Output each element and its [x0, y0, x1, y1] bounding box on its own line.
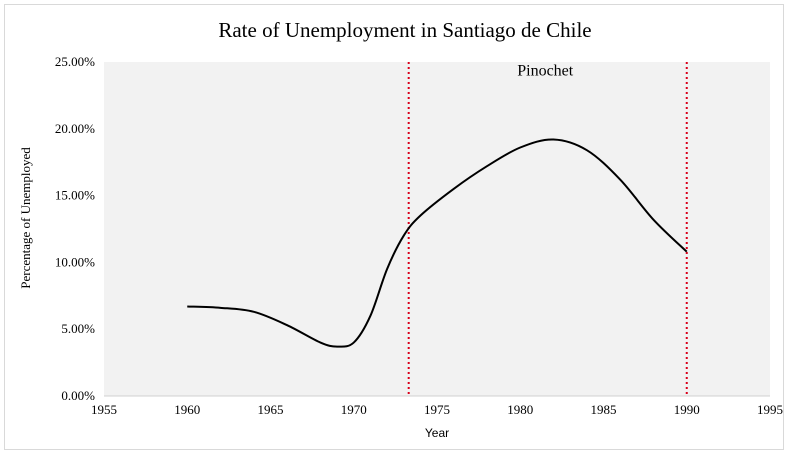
- x-axis-label: Year: [425, 426, 449, 440]
- x-tick-label: 1990: [674, 402, 700, 417]
- x-tick-label: 1985: [591, 402, 617, 417]
- y-tick-label: 25.00%: [55, 54, 95, 69]
- pinochet-annotation: Pinochet: [517, 62, 574, 79]
- y-tick-label: 0.00%: [61, 388, 95, 403]
- x-tick-label: 1955: [91, 402, 117, 417]
- y-tick-label: 10.00%: [55, 254, 95, 269]
- y-axis-label: Percentage of Unemployed: [18, 147, 33, 289]
- y-tick-label: 20.00%: [55, 121, 95, 136]
- x-tick-label: 1995: [757, 402, 783, 417]
- y-tick-label: 15.00%: [55, 188, 95, 203]
- x-tick-label: 1970: [341, 402, 367, 417]
- chart-title: Rate of Unemployment in Santiago de Chil…: [218, 18, 591, 42]
- x-tick-label: 1980: [507, 402, 533, 417]
- x-tick-label: 1960: [174, 402, 200, 417]
- x-tick-label: 1965: [258, 402, 284, 417]
- x-tick-label: 1975: [424, 402, 450, 417]
- plot-area: [104, 62, 770, 396]
- y-tick-label: 5.00%: [61, 321, 95, 336]
- series-line: [187, 138, 688, 348]
